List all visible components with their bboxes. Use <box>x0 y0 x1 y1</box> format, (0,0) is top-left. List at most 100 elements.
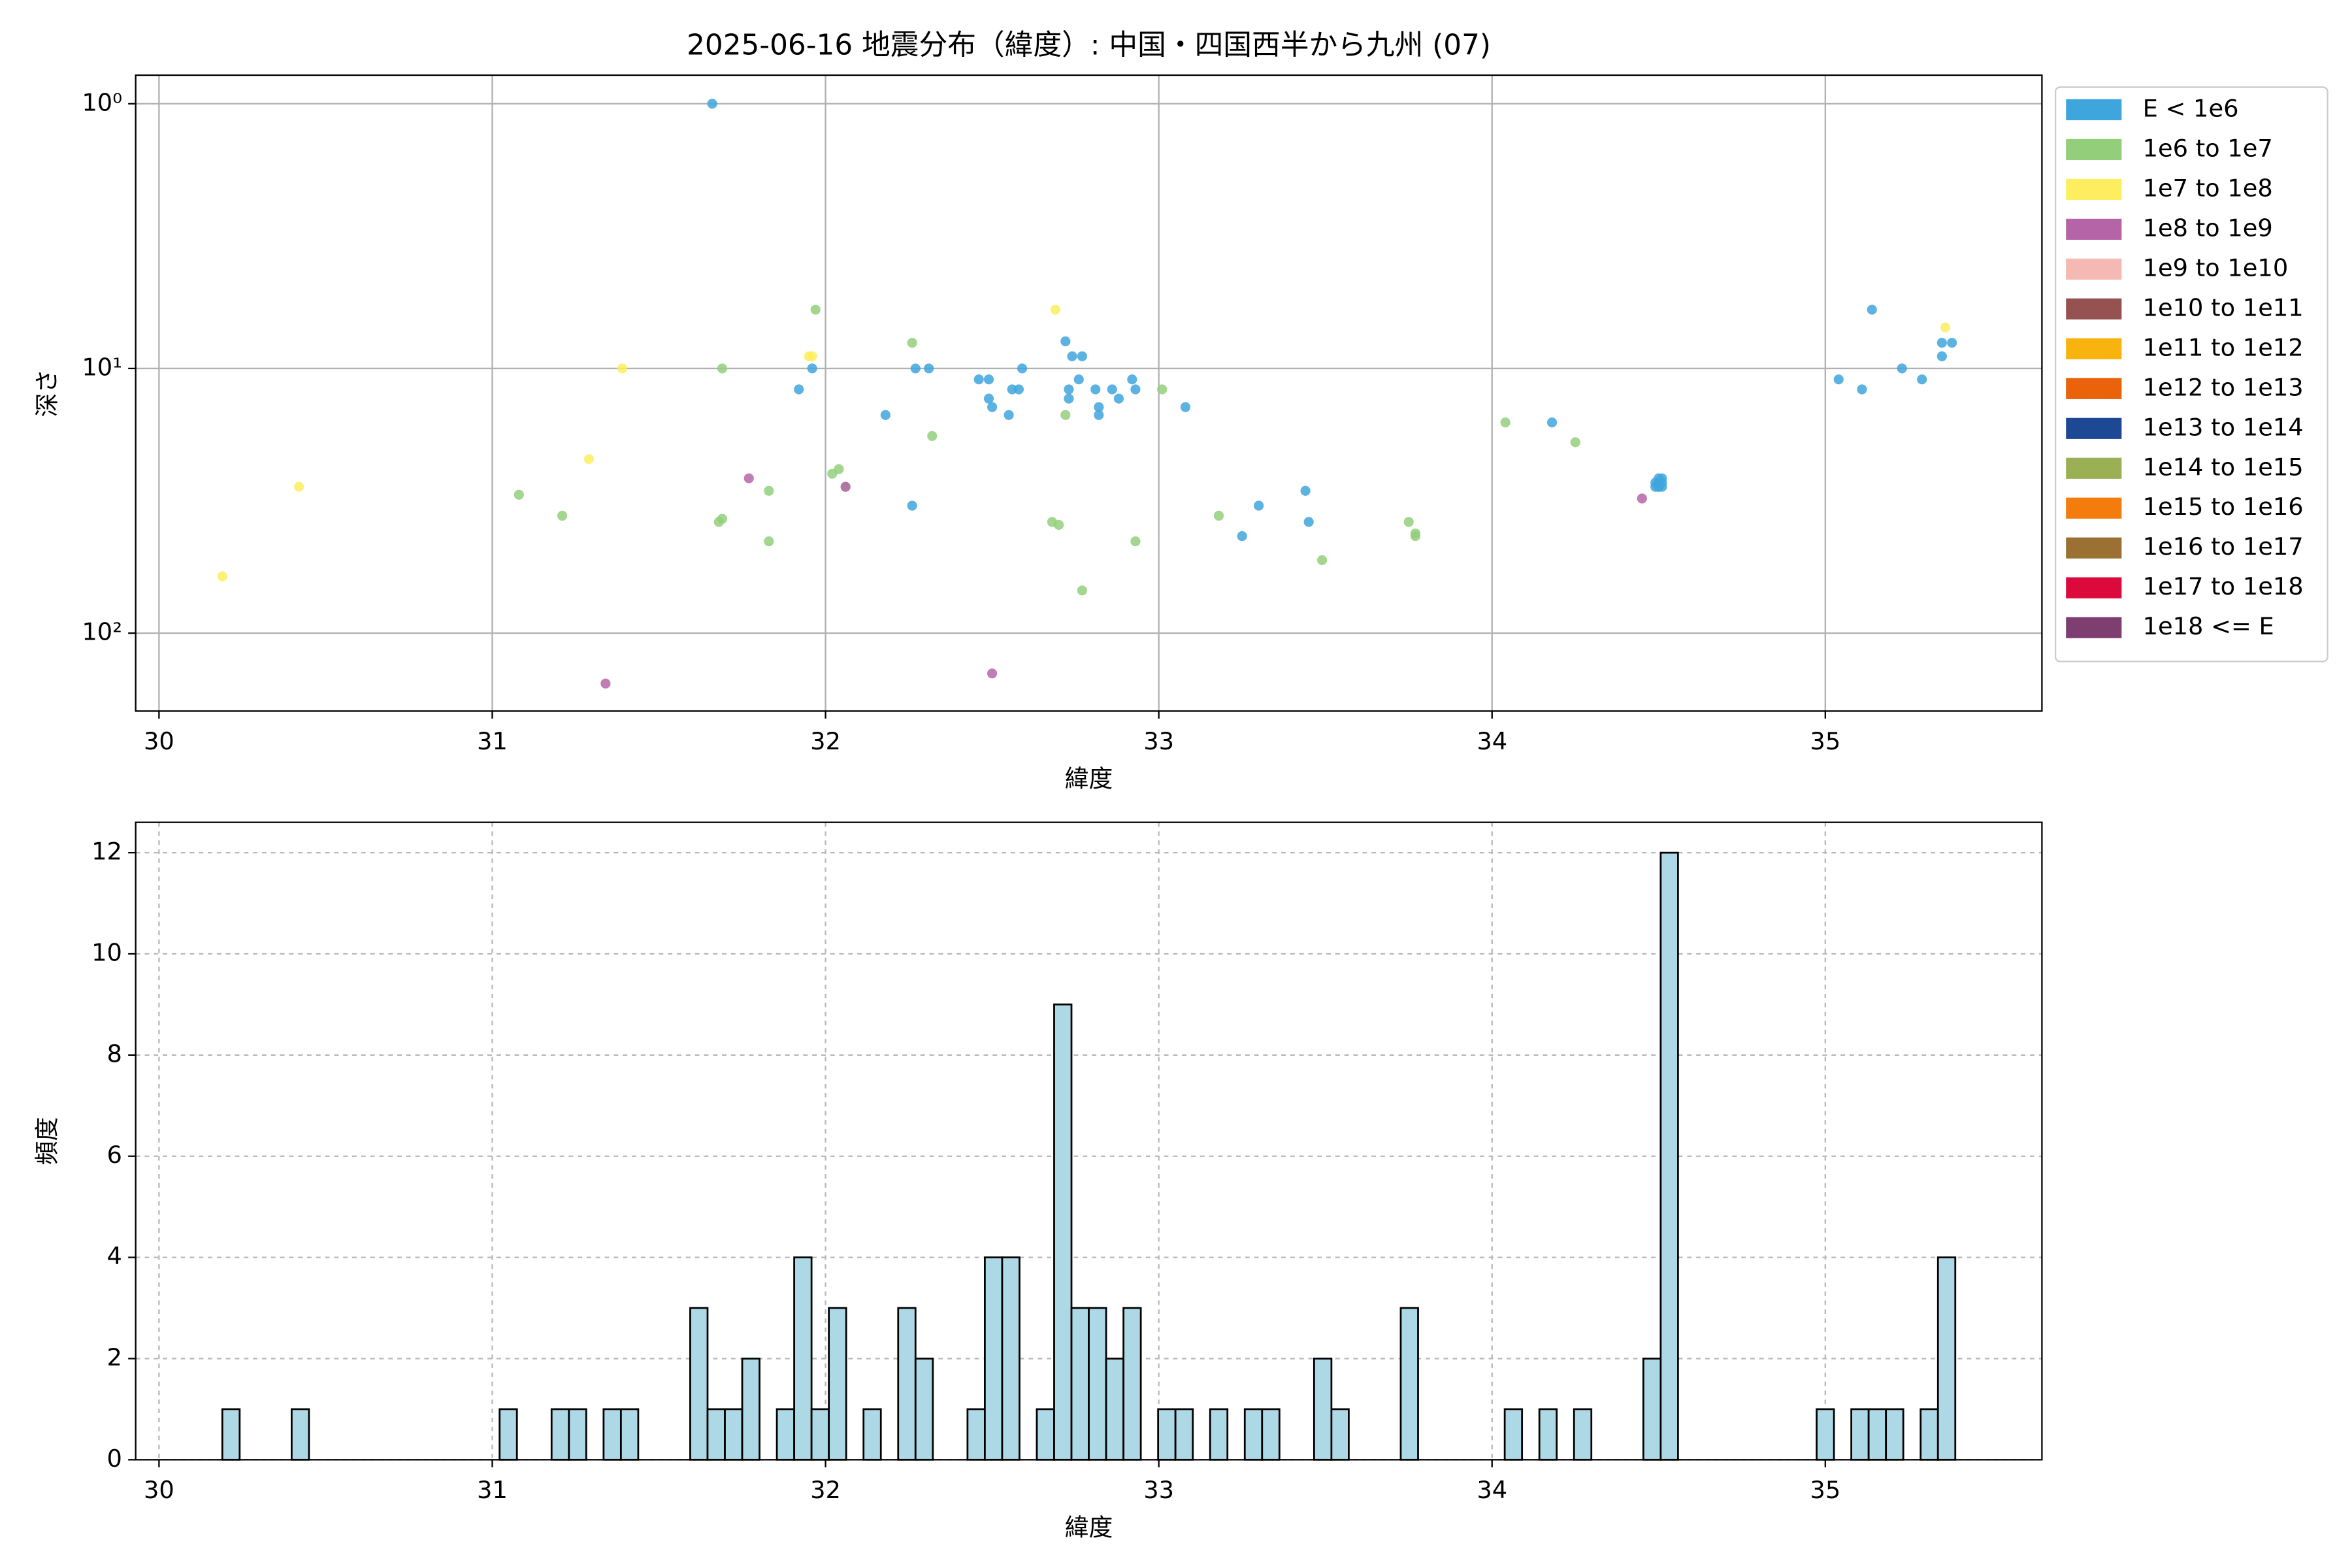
y-axis-label: 頻度 <box>33 1117 61 1166</box>
data-point <box>983 374 994 385</box>
data-point <box>617 363 628 374</box>
data-point <box>1050 304 1061 315</box>
x-tick-label: 32 <box>810 1476 841 1504</box>
histogram-bar <box>1122 1307 1142 1461</box>
data-point <box>987 668 998 679</box>
data-point <box>794 384 804 395</box>
data-point <box>1403 517 1414 527</box>
x-tick-label: 30 <box>144 1476 174 1504</box>
data-point <box>1947 338 1957 348</box>
y-tick-label: 6 <box>107 1141 122 1169</box>
legend-label: 1e18 <= E <box>2143 612 2274 640</box>
legend-label: 1e8 to 1e9 <box>2143 214 2273 242</box>
data-point <box>1157 384 1168 395</box>
legend-swatch <box>2066 99 2122 121</box>
histogram-bar <box>1816 1408 1835 1461</box>
legend-box <box>2054 86 2328 662</box>
data-point <box>1060 336 1071 347</box>
histogram-bar <box>1209 1408 1229 1461</box>
data-point <box>1917 374 1927 385</box>
histogram-bar <box>1243 1408 1264 1461</box>
legend-swatch <box>2066 218 2122 240</box>
data-point <box>1064 393 1074 404</box>
histogram-bar <box>1399 1307 1419 1461</box>
y-tick-label: 10² <box>82 618 122 646</box>
legend-label: 1e11 to 1e12 <box>2143 333 2304 361</box>
histogram-bar <box>828 1307 847 1461</box>
data-point <box>927 431 938 441</box>
legend-swatch <box>2066 617 2122 638</box>
histogram-bar <box>862 1408 882 1461</box>
data-point <box>1936 338 1947 348</box>
histogram-bar <box>914 1358 934 1461</box>
legend-swatch <box>2066 298 2122 319</box>
histogram-bar <box>1936 1256 1957 1461</box>
histogram-bar <box>221 1408 241 1461</box>
x-axis-label: 緯度 <box>1065 1514 1113 1542</box>
histogram-bar <box>724 1408 743 1461</box>
histogram-bar <box>1330 1408 1350 1461</box>
data-point <box>1127 374 1137 385</box>
histogram-bar <box>1313 1358 1333 1461</box>
data-point <box>583 454 594 465</box>
legend-label: 1e15 to 1e16 <box>2143 493 2304 521</box>
x-tick-label: 33 <box>1143 727 1174 755</box>
legend-swatch <box>2066 497 2122 519</box>
legend-swatch <box>2066 139 2122 161</box>
data-point <box>1833 374 1844 385</box>
data-point <box>983 393 994 404</box>
x-tick-label: 30 <box>144 727 174 755</box>
data-point <box>1060 410 1071 420</box>
legend-label: 1e16 to 1e17 <box>2143 532 2304 561</box>
histogram-bar <box>1885 1408 1904 1461</box>
data-point <box>1180 402 1191 412</box>
legend-label: 1e6 to 1e7 <box>2143 134 2273 162</box>
histogram-bar <box>1867 1408 1887 1461</box>
data-point <box>743 473 754 483</box>
histogram-bar <box>1157 1408 1177 1461</box>
histogram-bar <box>793 1256 813 1461</box>
histogram-bar <box>602 1408 622 1461</box>
data-point <box>1094 402 1104 412</box>
data-point <box>217 571 227 581</box>
data-point <box>514 489 524 500</box>
data-point <box>1067 351 1077 361</box>
histogram-bar <box>1174 1408 1194 1461</box>
data-point <box>1054 519 1064 531</box>
data-point <box>1637 493 1647 504</box>
data-point <box>1077 351 1087 361</box>
histogram-bar <box>291 1408 310 1461</box>
x-tick-label: 33 <box>1143 1476 1174 1504</box>
data-point <box>1254 500 1264 511</box>
data-point <box>1090 384 1101 395</box>
data-point <box>973 374 984 385</box>
histogram-bar <box>550 1408 570 1461</box>
histogram-bar <box>1503 1408 1524 1461</box>
chart: 30 31 32 33 34 35 10⁰ 10¹ 10² 2025-06-16 地震分布（緯度）… <box>33 28 2328 793</box>
data-point <box>764 536 774 547</box>
data-point <box>807 351 817 361</box>
x-tick-label: 32 <box>810 727 841 755</box>
histogram-bar <box>984 1256 1004 1461</box>
data-point <box>717 514 728 524</box>
data-point <box>1546 417 1558 428</box>
data-point <box>1654 478 1664 488</box>
data-point <box>764 485 774 496</box>
legend-label: 1e13 to 1e14 <box>2143 413 2304 441</box>
chart: 30 31 32 33 34 35 0 2 4 6 8 10 12 緯度 頻度 <box>33 821 2043 1542</box>
histogram-bar <box>1001 1256 1021 1461</box>
histogram-bar <box>1850 1408 1870 1461</box>
data-point <box>557 510 568 521</box>
chart-title: 2025-06-16 地震分布（緯度）: 中国・四国西半から九州 (07) <box>687 28 1491 61</box>
data-point <box>987 402 998 412</box>
legend-label: 1e12 to 1e13 <box>2143 373 2304 401</box>
x-tick-label: 35 <box>1810 727 1840 755</box>
data-point <box>1936 351 1947 361</box>
y-tick-label: 2 <box>107 1343 122 1371</box>
data-point <box>1094 410 1104 420</box>
legend-label: 1e17 to 1e18 <box>2143 572 2304 600</box>
histogram-bar <box>1036 1408 1055 1461</box>
legend-swatch <box>2066 537 2122 559</box>
data-point <box>1317 555 1328 565</box>
